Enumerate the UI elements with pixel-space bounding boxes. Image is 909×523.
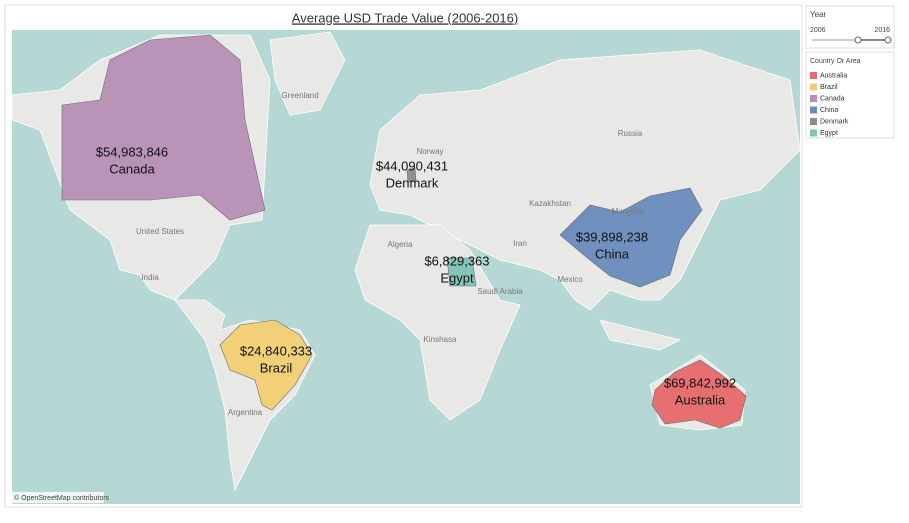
country-label: Brazil bbox=[260, 360, 293, 375]
legend-label: Brazil bbox=[820, 84, 838, 91]
country-label: Australia bbox=[675, 392, 726, 407]
legend-swatch[interactable] bbox=[810, 95, 817, 102]
place-label: Norway bbox=[416, 147, 443, 156]
place-label: Mongolia bbox=[612, 207, 645, 216]
legend-swatch[interactable] bbox=[810, 83, 817, 91]
value-label: $54,983,846 bbox=[96, 144, 168, 159]
country-shape[interactable] bbox=[406, 167, 417, 183]
title: Average USD Trade Value (2006-2016) bbox=[292, 10, 518, 25]
country-shape[interactable] bbox=[559, 187, 703, 288]
place-label: Mexico bbox=[557, 275, 583, 284]
legend-label: Canada bbox=[820, 95, 845, 102]
value-label: $69,842,992 bbox=[664, 375, 736, 390]
country-label: China bbox=[595, 246, 630, 261]
place-label: Russia bbox=[618, 129, 643, 138]
value-label: $24,840,333 bbox=[240, 343, 312, 358]
value-label: $44,090,431 bbox=[376, 158, 448, 173]
legend-label: China bbox=[820, 107, 838, 114]
legend-label: Egypt bbox=[820, 130, 838, 137]
place-label: Greenland bbox=[281, 91, 318, 100]
legend-swatch[interactable] bbox=[810, 106, 817, 114]
place-labels: Russia United States India Mexico Greenland M… bbox=[136, 91, 645, 417]
greenland bbox=[269, 31, 346, 116]
legend-label: Australia bbox=[820, 72, 847, 79]
africa bbox=[354, 224, 521, 421]
legend-title: Country Or Area bbox=[810, 58, 861, 65]
place-label: Argentina bbox=[228, 408, 263, 417]
filter-max: 2016 bbox=[874, 27, 890, 34]
country-shape[interactable] bbox=[61, 34, 266, 221]
slider-handle[interactable] bbox=[854, 36, 862, 44]
place-label: Iran bbox=[513, 239, 527, 248]
country-label: Denmark bbox=[386, 175, 439, 190]
place-label: India bbox=[141, 273, 159, 282]
value-label: $6,829,363 bbox=[424, 253, 489, 268]
place-label: United States bbox=[136, 227, 184, 236]
place-label: Kinshasa bbox=[424, 335, 457, 344]
slider-handle[interactable] bbox=[884, 36, 892, 44]
attribution: © OpenStreetMap contributors bbox=[14, 494, 110, 502]
place-label: Algeria bbox=[388, 240, 413, 249]
legend-swatch[interactable] bbox=[810, 118, 817, 125]
indonesia bbox=[599, 319, 682, 351]
country-label: Canada bbox=[109, 161, 155, 176]
value-label: $39,898,238 bbox=[576, 229, 648, 244]
legend-swatch[interactable] bbox=[810, 72, 817, 79]
filter-title: Year bbox=[810, 10, 827, 19]
regions: $54,983,846 Canada $44,090,431 Denmark $6,82… bbox=[61, 34, 747, 429]
legend-swatch[interactable] bbox=[810, 129, 817, 137]
country-shape[interactable] bbox=[446, 257, 477, 287]
attribution-bg bbox=[12, 492, 104, 503]
country-shape[interactable] bbox=[219, 319, 313, 411]
map[interactable]: $54,983,846 Canada $44,090,431 Denmark $6,82… bbox=[11, 30, 801, 504]
place-label: Kazakhstan bbox=[529, 199, 571, 208]
filter-min: 2006 bbox=[810, 27, 826, 34]
legend bbox=[805, 51, 895, 139]
legend-items: Australia Brazil Canada China Denmark Egypt bbox=[810, 72, 849, 137]
land bbox=[11, 31, 801, 492]
place-label: Saudi Arabia bbox=[477, 287, 523, 296]
country-shape[interactable] bbox=[651, 359, 747, 429]
legend-label: Denmark bbox=[820, 118, 849, 125]
country-label: Egypt bbox=[440, 270, 474, 285]
